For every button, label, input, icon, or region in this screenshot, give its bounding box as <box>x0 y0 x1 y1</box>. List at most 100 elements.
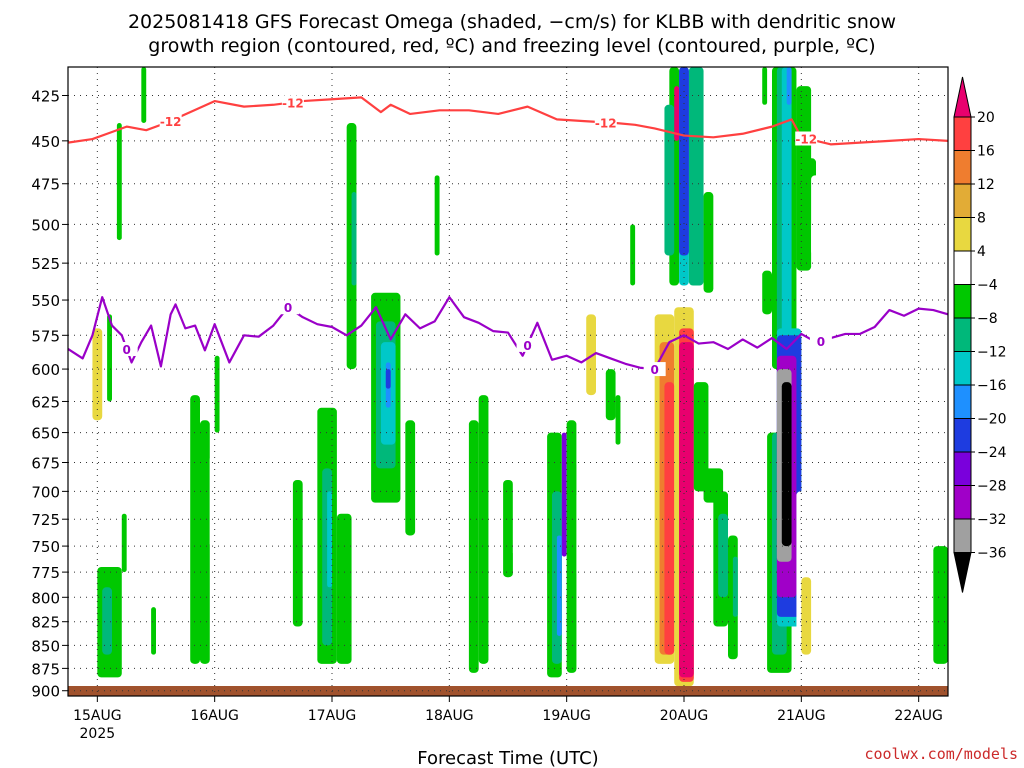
omega-cell <box>786 67 792 105</box>
colorbar-label: 20 <box>977 110 995 126</box>
omega-cell <box>693 382 709 492</box>
contour-label-bg <box>281 95 304 110</box>
colorbar-swatch <box>953 384 972 419</box>
omega-cell <box>341 104 347 286</box>
omega-cell <box>605 369 616 421</box>
x-tick-label: 17AUG <box>308 708 357 724</box>
colorbar-label: −28 <box>977 479 1007 495</box>
omega-cell <box>209 456 215 547</box>
omega-cell <box>361 285 372 525</box>
colorbar-swatch <box>953 485 972 520</box>
colorbar-label: −8 <box>977 311 998 327</box>
omega-cell <box>762 67 768 105</box>
omega-cell <box>180 432 191 646</box>
terrain-layer <box>68 686 948 696</box>
colorbar-swatch <box>953 284 972 319</box>
omega-cell <box>405 420 416 536</box>
omega-cell <box>151 607 156 655</box>
colorbar-label: −16 <box>977 378 1007 394</box>
colorbar-label: −24 <box>977 445 1007 461</box>
colorbar: 20 16 12 8 4 −4 −8 −12 −16 −20 −24 −28 −32 −36 <box>953 76 1007 593</box>
contour-label-bg <box>643 362 666 377</box>
colorbar-top-arrow <box>953 76 972 118</box>
colorbar-label: −4 <box>977 278 998 294</box>
omega-cell <box>327 491 332 588</box>
omega-cell <box>141 67 147 124</box>
colorbar-bottom-arrow <box>953 552 972 593</box>
colorbar-swatch <box>953 518 972 553</box>
omega-cell <box>864 67 875 124</box>
omega-cell <box>596 369 606 445</box>
colorbar-swatch <box>953 183 972 218</box>
x-tick-year: 2025 <box>80 726 116 742</box>
omega-cell <box>102 587 112 655</box>
omega-cell <box>610 104 616 286</box>
omega-cell <box>116 123 122 241</box>
contour-label-bg <box>159 113 182 128</box>
omega-cell <box>781 382 792 547</box>
omega-cell <box>728 278 738 383</box>
omega-cell <box>112 67 117 176</box>
colorbar-label: −32 <box>977 512 1007 528</box>
colorbar-swatch <box>953 116 972 151</box>
omega-cell <box>811 175 821 256</box>
contour-label: 0 <box>122 343 130 357</box>
omega-cell <box>478 395 489 664</box>
omega-cell <box>200 420 210 664</box>
y-tick-label: 525 <box>31 255 60 273</box>
omega-cell <box>346 67 357 124</box>
colorbar-swatch <box>953 150 972 185</box>
plot-frame <box>67 66 949 697</box>
colorbar-label: 16 <box>977 144 995 160</box>
omega-cell <box>214 355 220 433</box>
contour-label-bg <box>809 333 832 348</box>
omega-cell <box>679 67 689 256</box>
y-tick-label: 575 <box>31 327 60 345</box>
omega-cell <box>121 513 127 573</box>
y-tick-label: 650 <box>31 425 60 443</box>
omega-cell <box>801 577 812 655</box>
omega-cell <box>302 285 308 343</box>
contour-label-bg <box>115 341 138 356</box>
contour-label: -12 <box>160 115 182 129</box>
omega-cell <box>385 369 391 389</box>
omega-cell <box>92 328 103 421</box>
omega-cell <box>107 314 112 402</box>
omega-cell <box>512 468 528 557</box>
omega-cell <box>468 420 479 673</box>
omega-cell <box>664 104 675 256</box>
omega-cell <box>444 192 455 286</box>
colorbar-swatch <box>953 217 972 252</box>
y-tick-label: 475 <box>31 176 60 194</box>
y-tick-label: 775 <box>31 564 60 582</box>
y-tick-label: 725 <box>31 511 60 529</box>
y-tick-label: 625 <box>31 393 60 411</box>
omega-cell <box>615 395 621 445</box>
omega-cell <box>825 546 836 588</box>
x-tick-label: 21AUG <box>777 708 826 724</box>
y-tick-label: 800 <box>31 589 60 607</box>
colorbar-swatch <box>953 451 972 486</box>
x-tick-label: 16AUG <box>190 708 239 724</box>
omega-cell <box>576 491 587 578</box>
contour-line <box>67 296 949 371</box>
omega-cell <box>390 597 401 646</box>
x-tick-label: 22AUG <box>894 708 943 724</box>
contour-layer: -12 -12 -12 -12 0 0 0 0 0 <box>67 95 949 377</box>
omega-cell <box>336 513 352 664</box>
contour-label: -12 <box>282 96 304 110</box>
omega-cell <box>747 192 758 301</box>
y-tick-label: 425 <box>31 88 60 106</box>
omega-cell <box>933 546 948 664</box>
contour-label-bg <box>795 131 818 146</box>
x-axis: 15AUG 16AUG 17AUG 18AUG 19AUG 20AUG 21AUG 22AUG… <box>73 696 943 742</box>
contour-line <box>67 96 949 146</box>
omega-cell <box>640 67 650 159</box>
y-tick-label: 850 <box>31 637 60 655</box>
omega-cell <box>630 224 636 286</box>
contour-label: 0 <box>650 363 658 377</box>
colorbar-label: 8 <box>977 211 986 227</box>
omega-cell <box>566 420 577 673</box>
contour-label: -12 <box>595 116 617 130</box>
